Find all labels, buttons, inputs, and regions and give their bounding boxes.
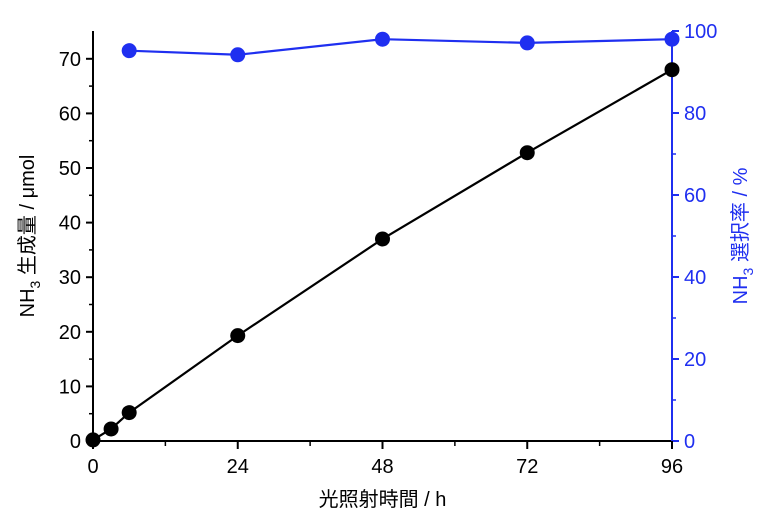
data-point-left xyxy=(375,231,390,247)
y-right-tick-label: 60 xyxy=(684,185,706,207)
y-axis-title-left: NH3 生成量 / μmol xyxy=(16,155,43,318)
y-axis-title-right: NH3 選択率 / % xyxy=(729,167,756,304)
x-tick-label: 24 xyxy=(227,456,249,478)
data-point-right xyxy=(519,35,535,51)
series-line-right xyxy=(129,38,673,56)
y-left-tick-label: 0 xyxy=(70,431,81,453)
data-point-left xyxy=(121,405,137,421)
x-tick-label: 96 xyxy=(661,456,683,478)
data-point-left xyxy=(519,145,535,161)
data-point-right xyxy=(664,31,680,47)
y-left-tick-label: 60 xyxy=(59,103,81,125)
data-point-right xyxy=(230,47,246,63)
labels-layer: 0 10 20 30 40 50 60 70 0 20 40 60 80 100 0 24 48 72 96 光照射時… xyxy=(16,21,756,511)
y-left-tick-label: 30 xyxy=(59,267,81,289)
data-point-right xyxy=(375,31,390,47)
series-line-left xyxy=(92,68,673,441)
data-point-right xyxy=(121,43,137,59)
x-tick-label: 72 xyxy=(516,456,538,478)
y-right-tick-label: 0 xyxy=(684,431,695,453)
x-axis-title: 光照射時間 / h xyxy=(319,488,447,511)
y-right-tick-label: 80 xyxy=(684,103,706,125)
y-right-tick-label: 20 xyxy=(684,349,706,371)
axes xyxy=(86,30,679,449)
data-point-left xyxy=(85,432,101,448)
y-left-tick-label: 70 xyxy=(59,49,81,71)
y-left-tick-label: 20 xyxy=(59,322,81,344)
y-right-tick-label: 100 xyxy=(684,21,717,43)
data-point-left xyxy=(664,62,680,78)
y-left-tick-label: 40 xyxy=(59,213,81,235)
x-tick-label: 0 xyxy=(87,456,98,478)
x-tick-label: 48 xyxy=(371,456,393,478)
data-point-left xyxy=(230,328,246,344)
y-left-tick-label: 50 xyxy=(59,158,81,180)
y-left-tick-label: 10 xyxy=(59,376,81,398)
series-layer xyxy=(85,31,680,448)
y-right-tick-label: 40 xyxy=(684,267,706,289)
data-point-left xyxy=(103,421,119,437)
